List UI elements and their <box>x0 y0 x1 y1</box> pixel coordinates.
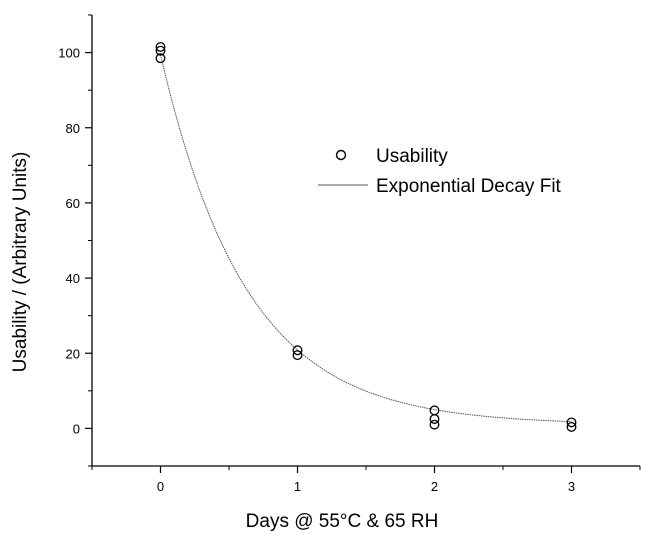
data-point <box>292 345 303 356</box>
legend: Usability Exponential Decay Fit <box>318 146 562 197</box>
y-tick-label: 40 <box>66 271 80 286</box>
legend-fit-label: Exponential Decay Fit <box>376 176 562 197</box>
data-point <box>155 41 166 52</box>
data-point <box>429 414 440 424</box>
data-point <box>429 419 440 430</box>
data-point <box>566 417 577 428</box>
data-point <box>566 421 577 432</box>
y-tick-label: 100 <box>58 46 80 61</box>
y-tick-label: 20 <box>66 346 80 361</box>
fit-line <box>160 54 572 423</box>
x-tick-label: 2 <box>431 479 438 494</box>
legend-usability-marker <box>335 149 347 161</box>
legend-usability-label: Usability <box>376 146 448 167</box>
data-points-layer <box>155 41 577 432</box>
y-tick-label: 0 <box>73 421 80 436</box>
x-tick-label: 3 <box>568 479 575 494</box>
x-tick-label: 1 <box>294 479 301 494</box>
data-point <box>155 53 166 64</box>
ticks: 0 20 40 60 80 100 0 1 2 3 <box>58 14 641 494</box>
data-point <box>292 350 303 361</box>
data-point <box>155 45 166 56</box>
x-axis-title: Days @ 55°C & 65 RH <box>246 511 439 532</box>
y-axis-title: Usability / (Arbitrary Units) <box>10 152 31 373</box>
x-tick-label: 0 <box>157 479 164 494</box>
y-tick-label: 60 <box>66 196 80 211</box>
y-tick-label: 80 <box>66 121 80 136</box>
fit-line-layer <box>160 54 572 423</box>
